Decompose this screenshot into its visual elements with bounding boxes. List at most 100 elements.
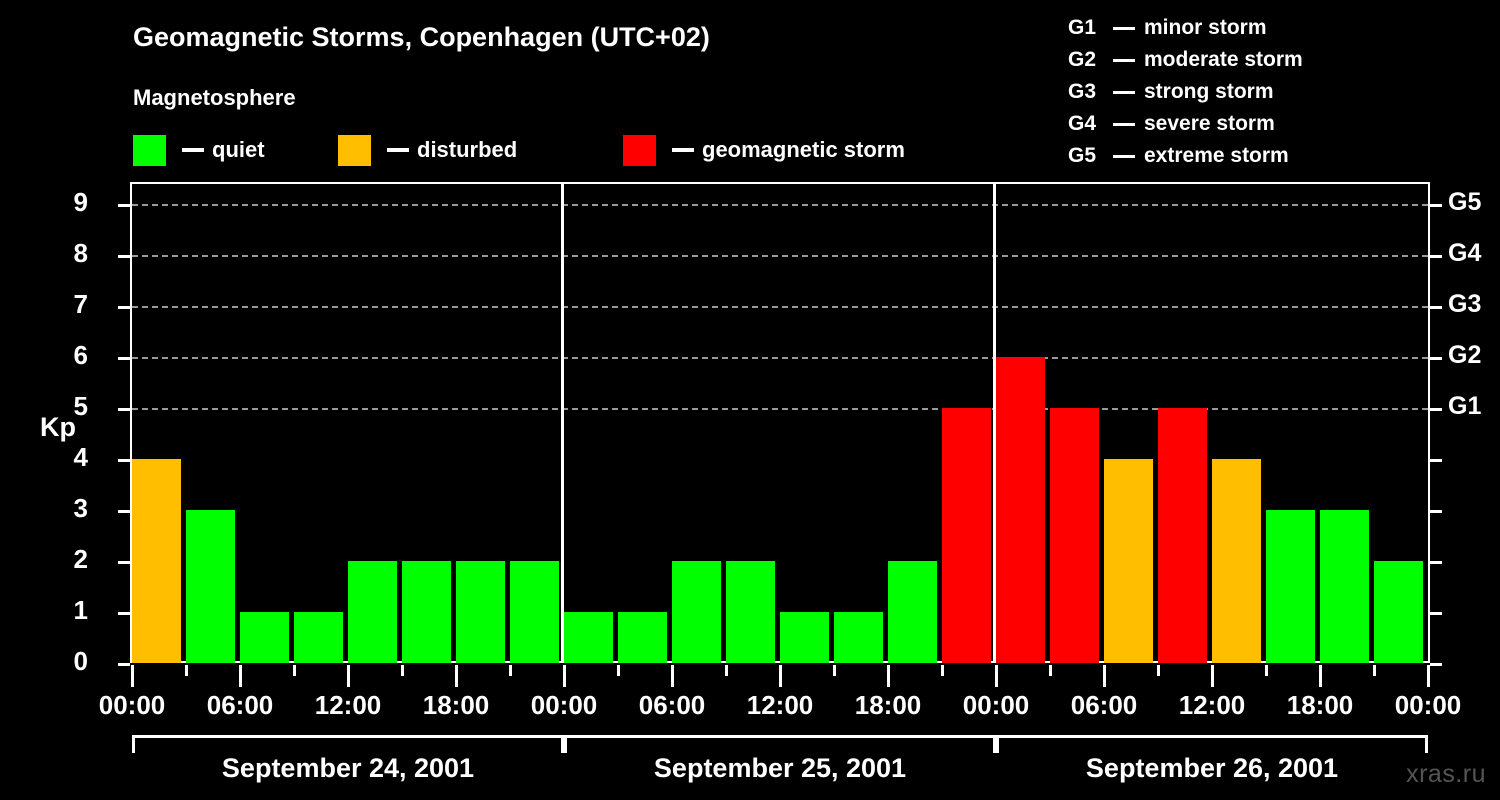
legend-label: geomagnetic storm [702,137,905,162]
x-tick-minor [401,665,404,676]
g-tick-mark [1430,204,1442,208]
x-tick-label: 00:00 [530,690,598,720]
y-tick-mark [118,204,130,208]
legend-dash-icon [387,148,409,152]
y-tick-label: 5 [73,391,88,422]
g-legend-dash-icon [1113,58,1135,62]
x-tick-minor [941,665,944,676]
bar[interactable] [1104,459,1153,663]
legend-swatch-disturbed [338,134,371,166]
y-tick-label: 6 [73,340,88,371]
y-tick-label: 2 [73,544,88,575]
x-tick-major [347,665,350,687]
x-tick-label: 00:00 [98,690,166,720]
bar[interactable] [942,408,991,663]
bar[interactable] [564,612,613,663]
g-tick-label: G5 [1448,188,1482,217]
bar[interactable] [1266,510,1315,663]
x-tick-major [1427,665,1430,687]
bar[interactable] [1050,408,1099,663]
x-tick-major [1319,665,1322,687]
g-legend-row-g2: G2 moderate storm [1068,44,1478,76]
legend-dash-icon [182,148,204,152]
bar[interactable] [186,510,235,663]
bar[interactable] [780,612,829,663]
bar[interactable] [618,612,667,663]
g-tick-mark [1430,408,1442,412]
y-tick-mark [118,561,130,565]
bar[interactable] [1158,408,1207,663]
g-legend-row-g3: G3 strong storm [1068,76,1478,108]
x-tick-label: 12:00 [314,690,382,720]
x-tick-major [239,665,242,687]
x-tick-major [455,665,458,687]
legend-label: disturbed [417,137,518,162]
bar[interactable] [726,561,775,663]
g-legend-row-g4: G4 severe storm [1068,108,1478,140]
bar[interactable] [1374,561,1423,663]
legend-entry-quiet: quiet [133,134,265,166]
g-tick-mark [1430,306,1442,310]
bar[interactable] [402,561,451,663]
g-axis-minor-tick [1430,612,1442,616]
bar[interactable] [996,357,1045,663]
x-tick-label: 18:00 [422,690,490,720]
g-legend-dash-icon [1113,122,1135,126]
y-tick-mark [118,663,130,666]
x-tick-major [995,665,998,687]
x-tick-major [1211,665,1214,687]
bar[interactable] [888,561,937,663]
g-tick-mark [1430,255,1442,259]
legend-swatch-quiet [133,134,166,166]
x-tick-major [131,665,134,687]
bar[interactable] [510,561,559,663]
date-label: September 26, 2001 [1085,753,1339,783]
y-tick-mark [118,510,130,514]
y-tick-label: 4 [73,442,88,473]
g-axis-minor-tick [1430,510,1442,514]
bar[interactable] [240,612,289,663]
y-tick-label: 9 [73,187,88,218]
legend-entry-geomagnetic-storm: geomagnetic storm [623,134,905,166]
g-tick-label: G1 [1448,392,1482,421]
date-bracket [132,735,564,753]
chart-subtitle: Magnetosphere [133,85,296,110]
g-legend-code: G3 [1068,80,1097,103]
g-axis-minor-tick [1430,663,1442,666]
g-tick-label: G2 [1448,341,1482,370]
x-tick-major [1103,665,1106,687]
gridline-kp-8 [132,255,1428,258]
x-tick-label: 00:00 [1394,690,1462,720]
y-tick-label: 1 [73,595,88,626]
y-tick-label: 7 [73,289,88,320]
y-tick-mark [118,357,130,361]
bar[interactable] [456,561,505,663]
g-tick-label: G4 [1448,239,1482,268]
date-bracket [564,735,996,753]
legend-swatch-geomagnetic-storm [623,134,656,166]
y-tick-label: 8 [73,238,88,269]
plot-area [132,182,1428,663]
bar[interactable] [672,561,721,663]
y-tick-label: 3 [73,493,88,524]
g-legend-code: G1 [1068,16,1097,39]
bar[interactable] [294,612,343,663]
bar[interactable] [834,612,883,663]
bar[interactable] [1320,510,1369,663]
g-legend-description: strong storm [1144,80,1274,103]
bar[interactable] [1212,459,1261,663]
x-tick-major [779,665,782,687]
x-tick-label: 06:00 [638,690,706,720]
day-separator [993,182,996,663]
gridline-kp-9 [132,204,1428,207]
bar[interactable] [132,459,181,663]
x-tick-major [671,665,674,687]
x-tick-minor [1049,665,1052,676]
bar[interactable] [348,561,397,663]
x-tick-minor [185,665,188,676]
y-tick-mark [118,459,130,463]
x-tick-label: 00:00 [962,690,1030,720]
x-tick-label: 06:00 [1070,690,1138,720]
gridline-kp-6 [132,357,1428,360]
